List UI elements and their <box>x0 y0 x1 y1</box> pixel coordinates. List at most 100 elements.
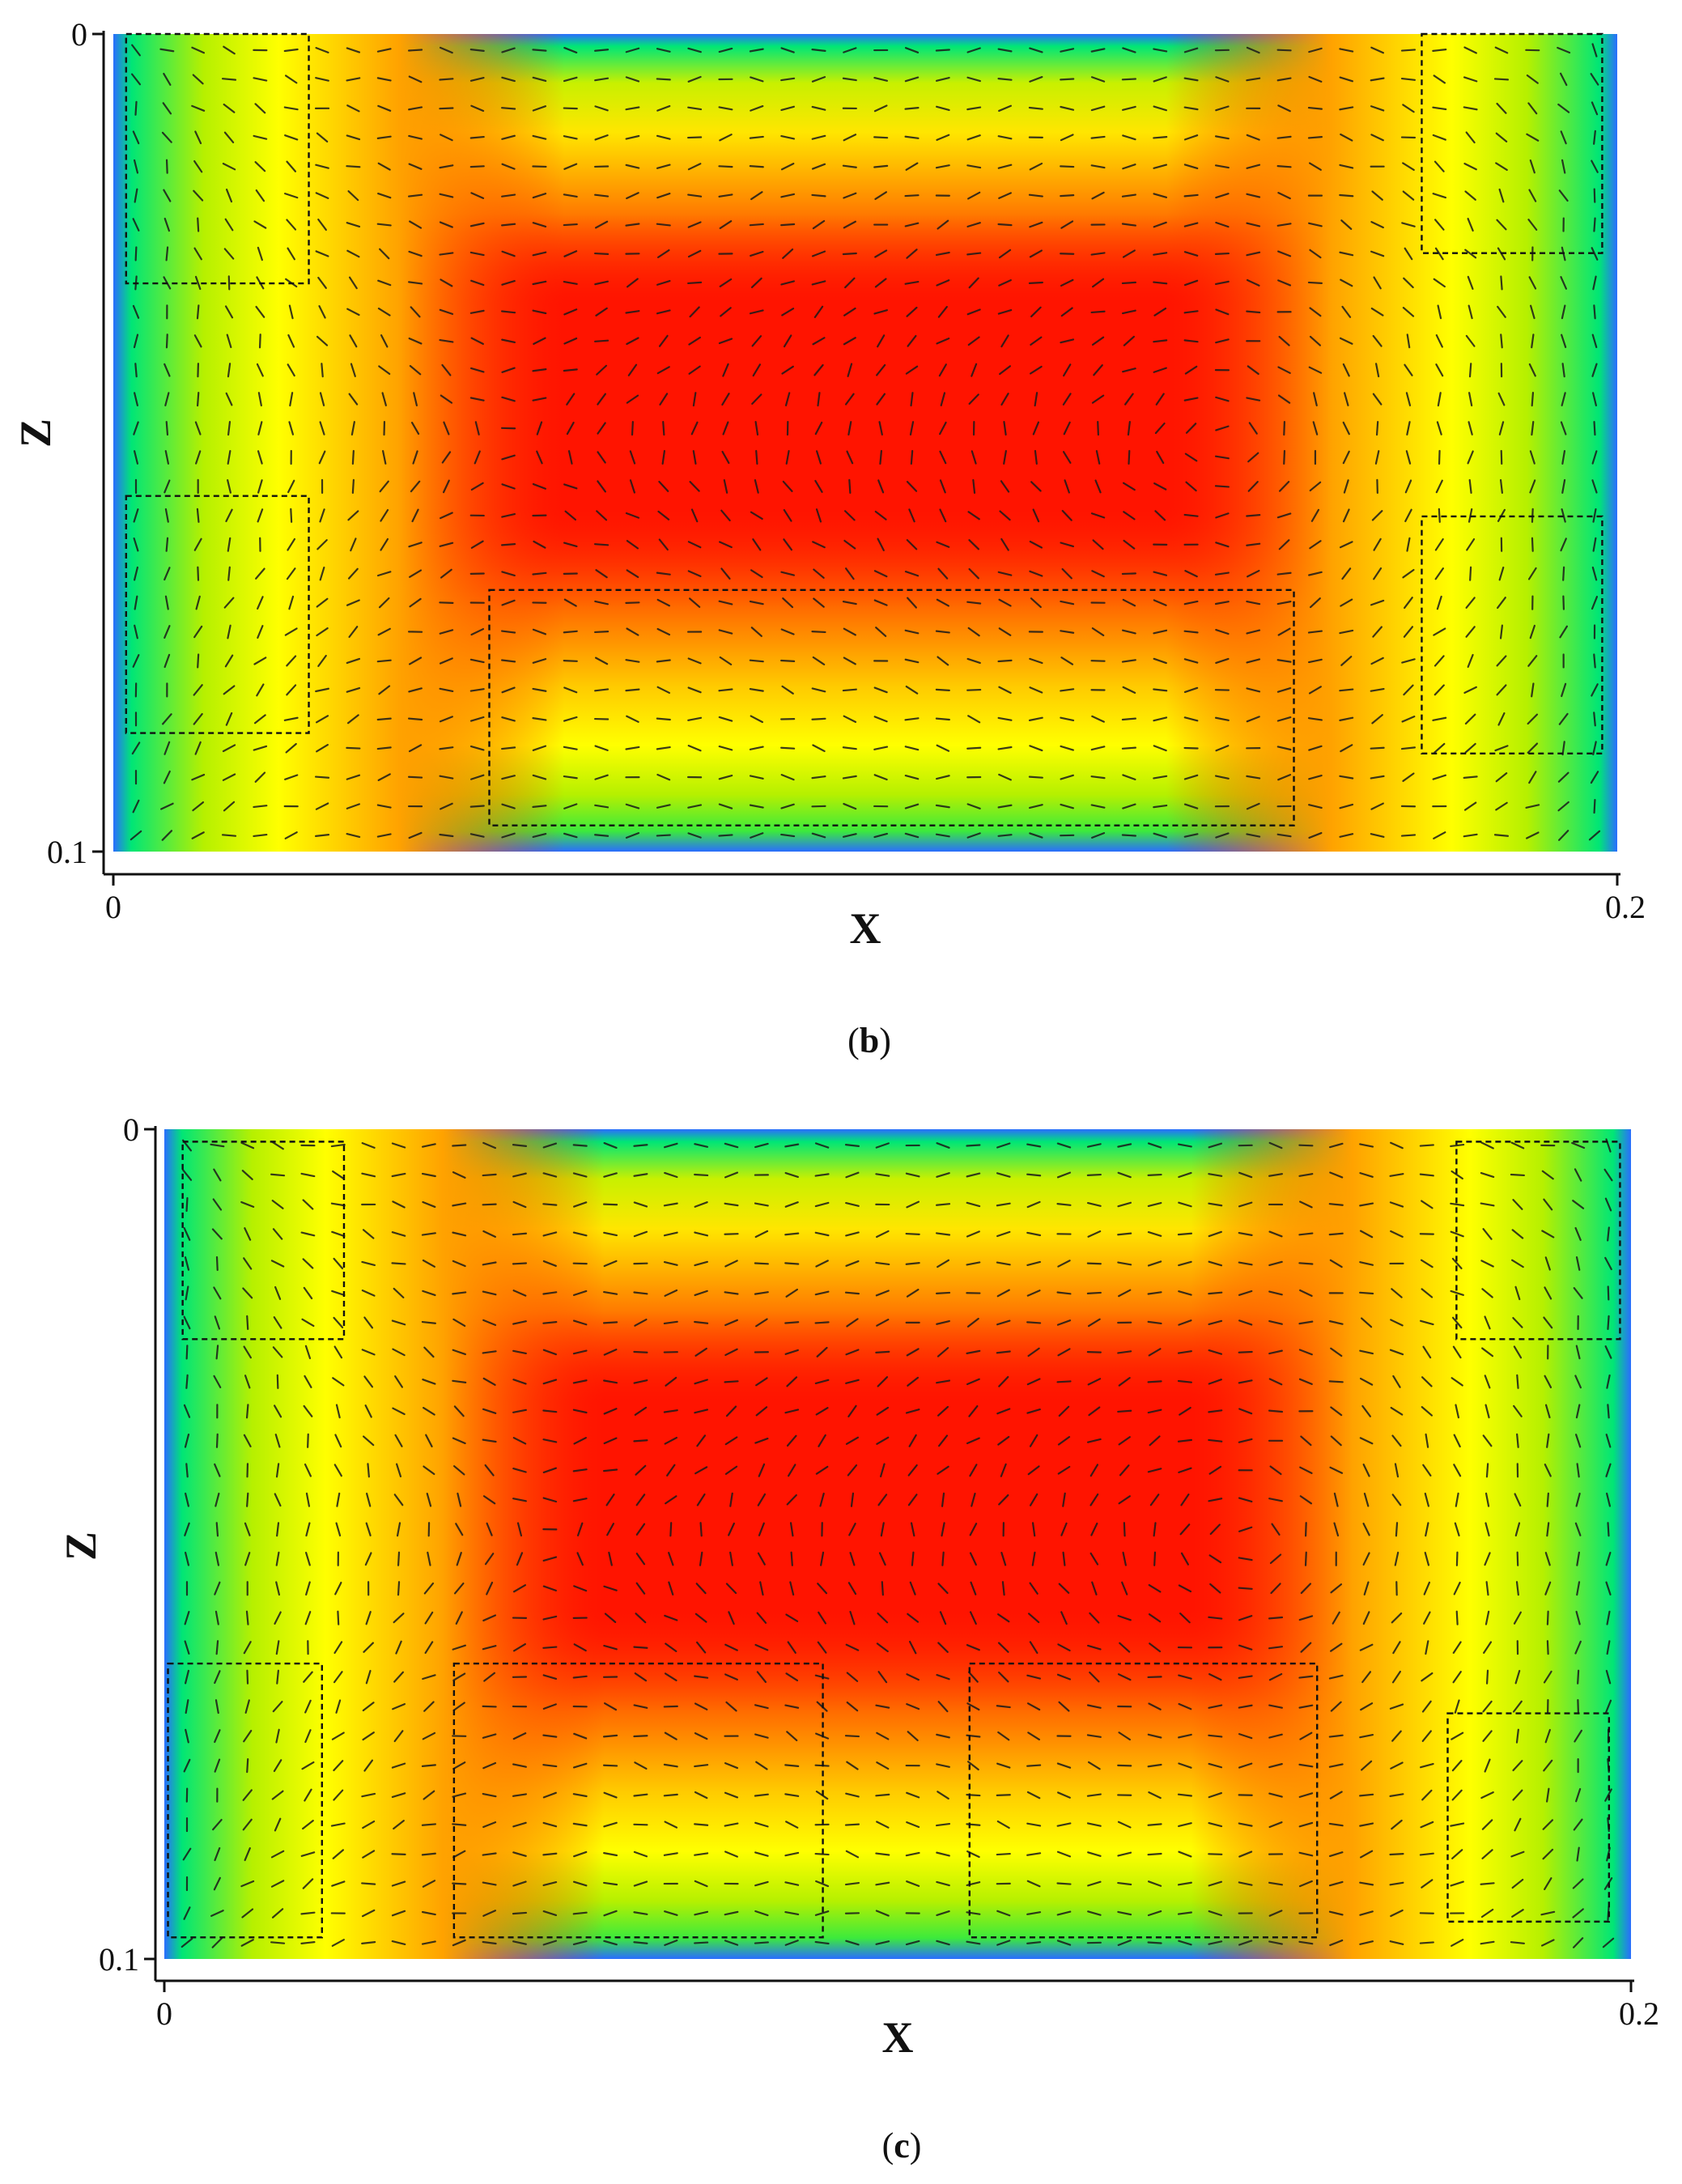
vector-glyph <box>1528 276 1537 290</box>
vector-glyphs <box>130 43 1601 841</box>
vector-glyph <box>1117 1409 1132 1413</box>
vector-glyph <box>1420 1762 1434 1769</box>
vector-glyph <box>257 625 264 639</box>
vector-glyph <box>542 1585 557 1591</box>
vector-glyph <box>1590 771 1599 784</box>
vector-glyph <box>784 1409 800 1414</box>
vector-glyph <box>689 481 700 492</box>
vector-glyph <box>873 309 888 315</box>
vector-glyph <box>1591 566 1598 581</box>
vector-glyph <box>566 421 575 436</box>
vector-glyph <box>1467 218 1474 232</box>
x-tick-label: 0 <box>105 889 121 925</box>
vector-glyph <box>1432 774 1447 780</box>
vector-glyph <box>1269 1465 1282 1476</box>
vector-glyph <box>439 775 454 780</box>
vector-glyph <box>1541 1230 1555 1239</box>
vector-glyph <box>724 1142 739 1149</box>
vector-glyph <box>350 538 357 552</box>
vector-glyph <box>470 627 485 636</box>
vector-glyph <box>501 599 516 606</box>
vector-glyph <box>276 1522 280 1537</box>
vector-glyph <box>1528 771 1537 784</box>
vector-glyph <box>881 1581 884 1596</box>
vector-glyph <box>1402 162 1415 172</box>
vector-glyph <box>181 1937 193 1948</box>
vector-glyph <box>724 1910 739 1916</box>
vector-glyph <box>1371 190 1383 201</box>
vector-glyph <box>1269 1553 1282 1565</box>
vector-glyph <box>816 1346 828 1358</box>
vector-glyph <box>482 1350 497 1354</box>
vector-glyph <box>687 47 702 53</box>
vector-glyph <box>1450 1290 1464 1296</box>
vector-glyph <box>482 1290 497 1296</box>
vector-glyph <box>196 508 200 523</box>
vector-glyph <box>999 365 1011 376</box>
vector-glyph <box>1468 392 1473 407</box>
vector-glyph <box>1480 1882 1495 1885</box>
vector-glyph <box>1593 712 1596 727</box>
vector-glyph <box>532 832 547 839</box>
vector-glyph <box>605 1494 615 1506</box>
vector-glyph <box>1527 713 1539 725</box>
vector-glyph <box>724 1436 738 1446</box>
vector-glyph <box>211 1228 223 1240</box>
vector-glyph <box>1373 567 1383 580</box>
vector-glyph <box>408 744 423 753</box>
vector-glyph <box>317 654 327 667</box>
vector-glyph <box>1215 512 1230 519</box>
vector-glyph <box>813 305 824 318</box>
vector-glyph <box>333 1464 342 1477</box>
vector-glyph <box>1438 449 1441 465</box>
vector-glyph <box>185 1345 189 1360</box>
vector-glyph <box>1544 1286 1552 1300</box>
vector-glyph <box>1482 1228 1493 1240</box>
vector-glyph <box>1278 335 1290 346</box>
vector-glyph <box>482 1614 497 1622</box>
vector-glyph <box>757 1552 766 1566</box>
vector-glyph <box>1498 421 1505 436</box>
vector-glyph <box>439 687 454 693</box>
vector-glyph <box>1526 831 1540 839</box>
vector-glyph <box>185 1492 189 1507</box>
vector-glyph <box>967 336 980 346</box>
vector-glyph <box>335 1522 342 1537</box>
vector-glyph <box>627 363 638 376</box>
vector-glyph <box>470 192 485 199</box>
vector-glyph <box>482 1495 496 1505</box>
vector-glyph <box>1122 134 1136 141</box>
vector-glyph <box>936 279 950 287</box>
vector-glyph <box>1308 571 1323 576</box>
vector-glyph <box>759 1581 764 1596</box>
vector-glyph <box>532 774 547 780</box>
vector-glyph <box>1421 1406 1434 1417</box>
vector-glyph <box>408 687 423 693</box>
vector-glyph <box>1238 1290 1253 1296</box>
vector-glyph <box>625 47 640 53</box>
vector-glyph <box>625 746 640 750</box>
vector-glyph <box>563 223 578 227</box>
vector-glyph <box>936 1172 950 1178</box>
vector-glyph <box>303 1671 313 1683</box>
vector-glyph <box>603 1231 618 1237</box>
vector-glyph <box>1401 716 1416 723</box>
vector-glyph <box>1247 481 1259 492</box>
vector-glyph <box>749 309 764 315</box>
vector-glyph <box>361 1882 376 1885</box>
vector-glyph <box>1309 335 1321 346</box>
vector-glyph <box>1308 222 1323 227</box>
panel-caption: (c) <box>882 2126 922 2165</box>
vector-glyph <box>1391 1730 1402 1742</box>
vector-glyph <box>1425 1522 1429 1537</box>
vector-glyph <box>909 1581 916 1596</box>
vector-glyph <box>1574 1729 1582 1743</box>
vector-glyph <box>1003 449 1007 465</box>
vector-glyph <box>1312 421 1319 436</box>
vector-glyph <box>1247 452 1259 463</box>
vector-glyph <box>363 1435 375 1447</box>
vector-glyph <box>1437 304 1442 320</box>
vector-glyph <box>423 1790 435 1800</box>
vector-glyph <box>780 105 795 112</box>
